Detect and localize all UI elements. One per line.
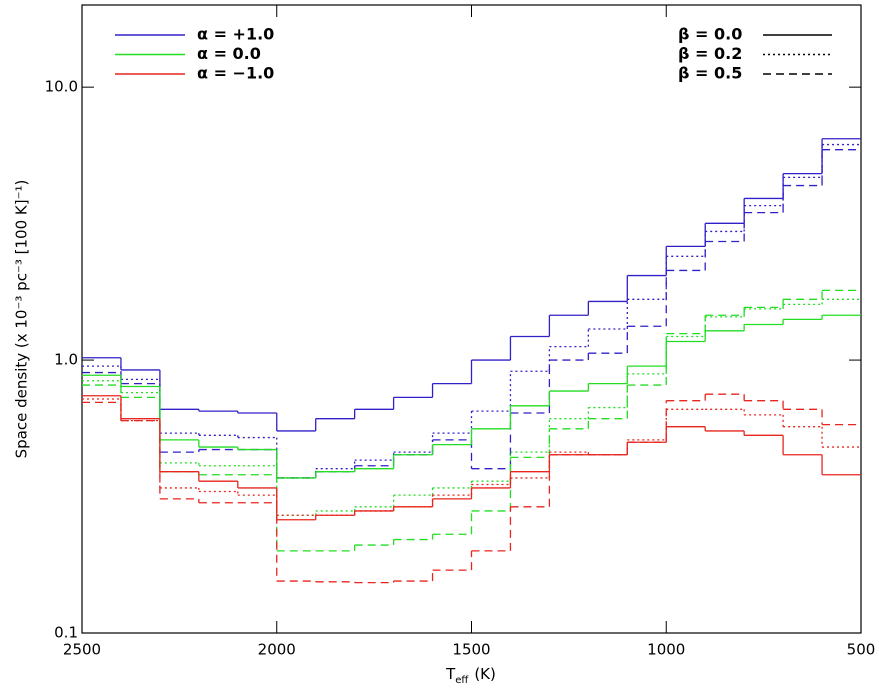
x-tick-label: 500 xyxy=(847,641,876,659)
x-tick-label: 2500 xyxy=(63,641,101,659)
legend-label: β = 0.5 xyxy=(678,64,742,83)
x-tick-label: 1000 xyxy=(647,641,685,659)
x-label-main: T xyxy=(445,665,456,683)
y-axis-label: Space density (x 10⁻³ pc⁻³ [100 K]⁻¹) xyxy=(13,180,31,459)
legend-label: α = +1.0 xyxy=(197,25,274,44)
legend-label: β = 0.0 xyxy=(678,25,742,44)
x-tick-label: 2000 xyxy=(258,641,296,659)
x-axis-label: Teff (K) xyxy=(445,665,496,687)
x-label-sub: eff xyxy=(455,675,469,686)
x-tick-label: 1500 xyxy=(452,641,490,659)
legend-label: α = 0.0 xyxy=(197,44,261,63)
y-tick-label: 1.0 xyxy=(54,351,78,369)
legend-label: β = 0.2 xyxy=(678,44,742,63)
plot-frame xyxy=(81,4,862,634)
x-label-unit: (K) xyxy=(474,665,496,683)
y-tick-label: 10.0 xyxy=(45,78,78,96)
y-tick-label: 0.1 xyxy=(54,624,78,642)
legend-label: α = −1.0 xyxy=(197,64,274,83)
